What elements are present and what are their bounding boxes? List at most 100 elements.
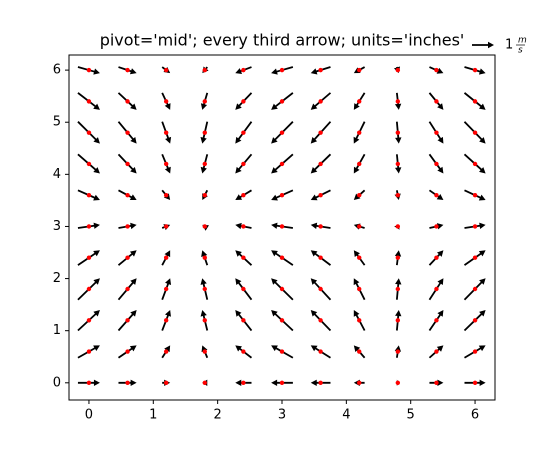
x-tick-label: 0	[85, 408, 93, 423]
grid-point	[318, 192, 323, 198]
grid-point	[125, 255, 130, 260]
grid-point	[241, 255, 246, 260]
grid-point	[202, 349, 207, 354]
grid-point	[318, 286, 323, 292]
grid-point	[163, 380, 169, 386]
grid-point	[318, 318, 323, 323]
grid-point	[279, 380, 285, 386]
grid-point	[241, 318, 246, 323]
grid-point	[86, 286, 92, 292]
grid-point	[318, 161, 323, 167]
grid-point	[472, 224, 478, 229]
x-tick-label: 2	[214, 408, 222, 423]
x-tick-label: 1	[149, 408, 157, 423]
grid-point	[357, 99, 362, 104]
grid-point	[434, 67, 439, 73]
grid-point	[434, 286, 439, 292]
x-tick-label: 3	[278, 408, 286, 423]
grid-point	[125, 224, 130, 229]
grid-point	[279, 224, 285, 229]
grid-point	[395, 192, 401, 198]
grid-point	[241, 224, 246, 229]
grid-point	[279, 99, 285, 104]
grid-point	[357, 161, 362, 167]
grid-point	[163, 349, 169, 354]
grid-point	[125, 380, 130, 386]
grid-point	[241, 161, 246, 167]
grid-point	[86, 318, 92, 323]
grid-point	[472, 67, 478, 73]
grid-point	[472, 161, 478, 167]
grid-point	[125, 192, 130, 198]
grid-point	[279, 192, 285, 198]
grid-point	[434, 130, 439, 135]
key-number: 1	[505, 38, 513, 53]
y-tick-label: 3	[53, 219, 61, 234]
grid-point	[357, 380, 362, 386]
grid-point	[279, 255, 285, 260]
grid-point	[279, 318, 285, 323]
grid-point	[163, 161, 169, 167]
grid-point	[318, 255, 323, 260]
y-tick-label: 0	[53, 375, 61, 390]
grid-point	[472, 349, 478, 354]
grid-point	[125, 99, 130, 104]
grid-point	[434, 349, 439, 354]
grid-point	[395, 255, 401, 260]
grid-point	[395, 130, 401, 135]
grid-point	[241, 99, 246, 104]
grid-point	[395, 161, 401, 167]
grid-point	[395, 224, 401, 229]
grid-point	[241, 286, 246, 292]
key-denominator: s	[518, 46, 523, 56]
grid-point	[434, 380, 439, 386]
y-tick-label: 6	[53, 63, 61, 78]
grid-point	[279, 67, 285, 73]
x-tick-label: 6	[471, 408, 479, 423]
grid-point	[163, 67, 169, 73]
grid-point	[202, 380, 207, 386]
grid-point	[357, 67, 362, 73]
chart-title: pivot='mid'; every third arrow; units='i…	[100, 31, 465, 50]
grid-point	[318, 380, 323, 386]
grid-point	[279, 349, 285, 354]
grid-point	[202, 286, 207, 292]
grid-point	[279, 286, 285, 292]
grid-point	[163, 224, 169, 229]
grid-point	[472, 192, 478, 198]
grid-point	[86, 130, 92, 135]
grid-point	[241, 130, 246, 135]
grid-point	[241, 349, 246, 354]
grid-point	[163, 255, 169, 260]
grid-point	[86, 255, 92, 260]
grid-point	[357, 255, 362, 260]
grid-point	[125, 130, 130, 135]
grid-point	[357, 192, 362, 198]
grid-point	[357, 318, 362, 323]
grid-point	[318, 224, 323, 229]
grid-point	[163, 192, 169, 198]
grid-point	[434, 224, 439, 229]
grid-point	[395, 380, 401, 386]
grid-point	[434, 99, 439, 104]
grid-point	[202, 161, 207, 167]
y-tick-label: 5	[53, 115, 61, 130]
grid-point	[125, 349, 130, 354]
grid-point	[472, 380, 478, 386]
grid-point	[395, 349, 401, 354]
grid-point	[318, 349, 323, 354]
grid-point	[125, 161, 130, 167]
grid-point	[202, 224, 207, 229]
grid-point	[125, 318, 130, 323]
grid-point	[472, 286, 478, 292]
grid-point	[241, 192, 246, 198]
grid-point	[86, 99, 92, 104]
y-tick-label: 2	[53, 271, 61, 286]
grid-point	[434, 161, 439, 167]
grid-point	[86, 192, 92, 198]
grid-point	[472, 130, 478, 135]
grid-point	[318, 67, 323, 73]
grid-point	[125, 286, 130, 292]
grid-point	[434, 318, 439, 323]
grid-point	[163, 99, 169, 104]
